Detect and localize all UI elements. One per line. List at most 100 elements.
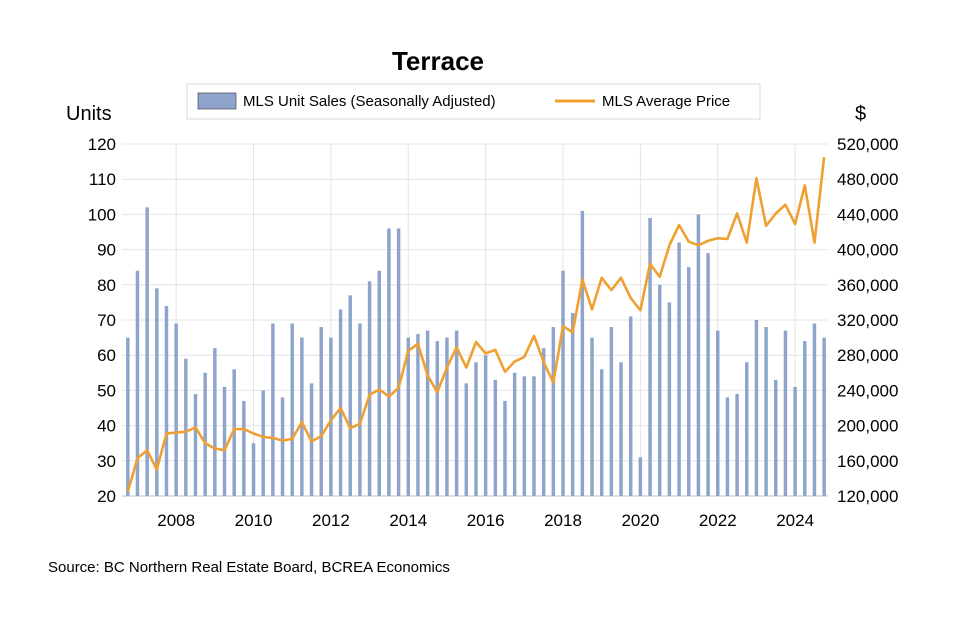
bar: [348, 295, 352, 496]
bar: [203, 372, 207, 496]
bar: [716, 330, 720, 496]
bar: [561, 270, 565, 496]
bar: [638, 457, 643, 496]
bar: [474, 362, 478, 496]
bar: [512, 372, 517, 496]
x-tick-label: 2022: [699, 511, 737, 530]
right-tick-label: 480,000: [837, 170, 898, 189]
price-line: [126, 157, 826, 492]
bar: [454, 330, 459, 496]
right-tick-label: 320,000: [837, 311, 898, 330]
x-tick-label: 2014: [389, 511, 427, 530]
bar: [338, 309, 343, 496]
bar: [145, 207, 149, 497]
right-tick-label: 240,000: [837, 381, 898, 400]
left-tick-label: 40: [97, 417, 116, 436]
bar: [706, 253, 710, 496]
bar: [483, 355, 488, 496]
bar: [174, 323, 178, 496]
legend-label-unit-sales: MLS Unit Sales (Seasonally Adjusted): [243, 93, 496, 110]
bar: [126, 337, 130, 496]
bar: [522, 376, 527, 496]
bar: [764, 327, 768, 496]
bar: [135, 270, 140, 496]
bar: [464, 383, 469, 496]
left-tick-label: 30: [97, 452, 116, 471]
bar: [619, 362, 623, 496]
bar: [754, 320, 759, 496]
bar: [271, 323, 275, 496]
bar: [425, 330, 430, 496]
bar: [251, 443, 256, 496]
bar: [725, 397, 730, 496]
bar: [261, 390, 265, 496]
bar: [667, 302, 672, 496]
bar: [590, 337, 594, 496]
bar: [696, 214, 701, 496]
right-tick-label: 440,000: [837, 205, 898, 224]
bar: [358, 323, 362, 496]
left-tick-label: 100: [88, 205, 116, 224]
left-tick-label: 80: [97, 276, 116, 295]
x-tick-label: 2018: [544, 511, 582, 530]
left-tick-label: 90: [97, 241, 116, 260]
bar: [551, 327, 556, 496]
bar: [242, 400, 246, 496]
bar: [319, 327, 323, 496]
legend-swatch-unit-sales: [197, 92, 237, 110]
bar: [416, 334, 420, 496]
right-tick-label: 160,000: [837, 452, 898, 471]
bar: [222, 386, 227, 496]
left-axis-ticks: 20 30 40 50 60 70 80 90 100 110 120: [88, 135, 116, 506]
bar: [232, 369, 236, 496]
bar: [329, 337, 333, 496]
gridlines: [122, 143, 828, 497]
source-note: Source: BC Northern Real Estate Board, B…: [48, 559, 450, 576]
bar: [657, 284, 662, 496]
legend: MLS Unit Sales (Seasonally Adjusted) MLS…: [186, 83, 761, 120]
bar: [164, 305, 169, 496]
right-tick-label: 120,000: [837, 487, 898, 506]
bar: [803, 341, 807, 496]
left-tick-label: 70: [97, 311, 116, 330]
right-tick-label: 200,000: [837, 417, 898, 436]
right-axis-label: $: [855, 103, 866, 125]
bar: [774, 379, 778, 496]
bar: [677, 242, 681, 496]
x-axis-ticks: 2008 2010 2012 2014 2016 2018 2020 2022 2024: [157, 511, 814, 530]
left-tick-label: 120: [88, 135, 116, 154]
bar: [609, 327, 614, 496]
bar: [367, 281, 372, 496]
x-tick-label: 2024: [776, 511, 814, 530]
bar: [686, 267, 691, 496]
x-tick-label: 2020: [621, 511, 659, 530]
x-tick-label: 2008: [157, 511, 195, 530]
bar: [290, 323, 294, 496]
legend-label-average-price: MLS Average Price: [602, 93, 730, 110]
bar: [155, 288, 159, 496]
bar: [628, 316, 633, 496]
bar: [822, 337, 826, 496]
x-tick-label: 2016: [467, 511, 505, 530]
bar: [793, 386, 797, 496]
left-tick-label: 110: [89, 170, 116, 189]
left-tick-label: 50: [97, 381, 116, 400]
line-series: [126, 157, 826, 492]
bar: [406, 337, 411, 496]
bar: [493, 379, 498, 496]
bar: [213, 348, 217, 496]
bar: [541, 348, 546, 496]
bar: [783, 330, 788, 496]
x-tick-label: 2010: [235, 511, 273, 530]
bar: [435, 341, 440, 496]
bar: [745, 362, 749, 496]
left-tick-label: 20: [97, 487, 116, 506]
x-tick-label: 2012: [312, 511, 350, 530]
bar: [735, 393, 739, 496]
right-tick-label: 400,000: [837, 241, 898, 260]
right-tick-label: 520,000: [837, 135, 898, 154]
bar: [503, 400, 507, 496]
bar: [280, 397, 285, 496]
bar: [532, 376, 536, 496]
